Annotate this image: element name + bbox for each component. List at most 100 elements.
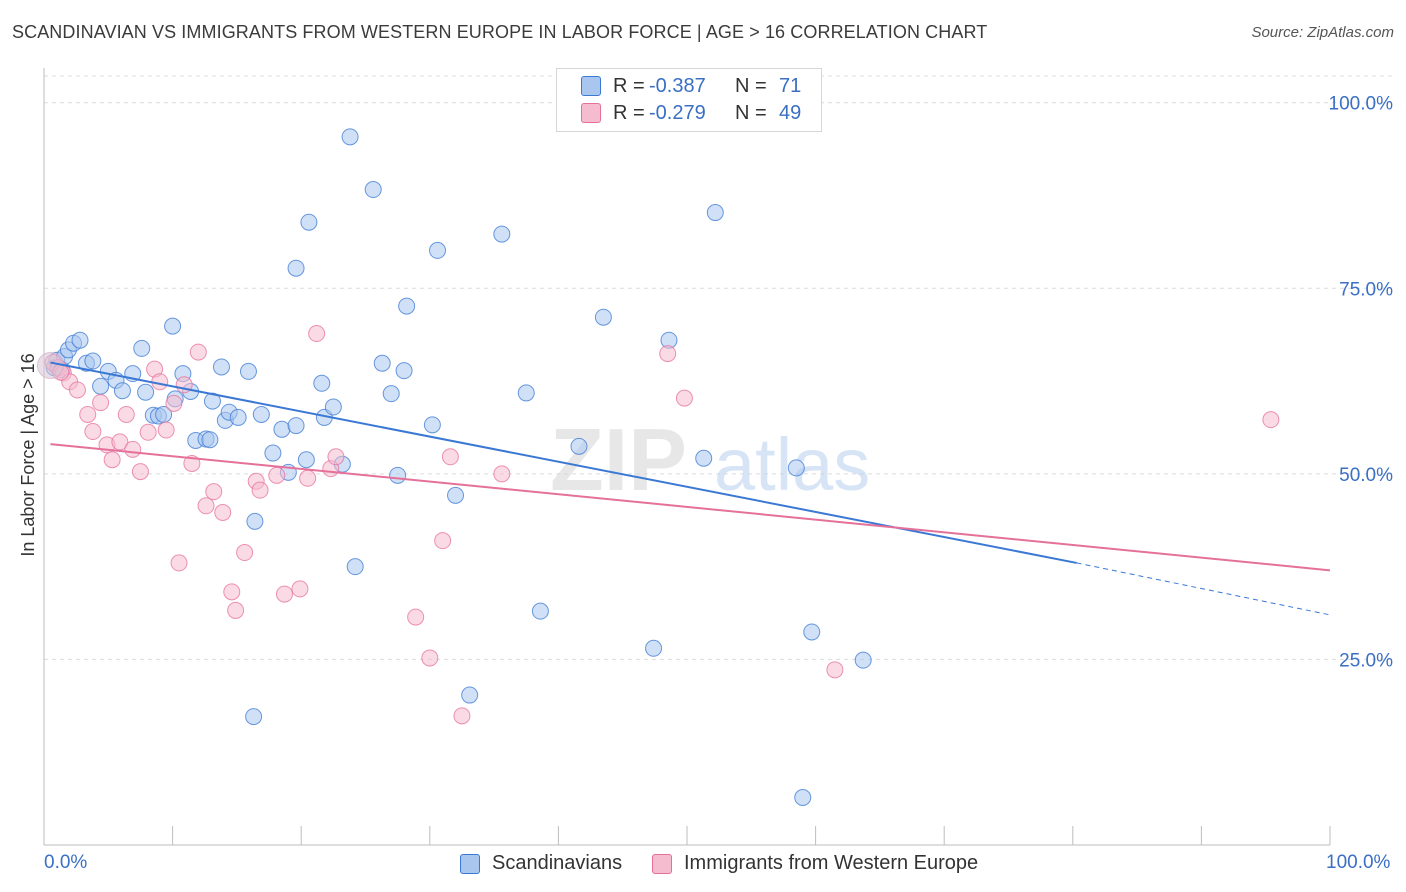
immigrant-point	[659, 345, 677, 363]
scandinavian-trend-line	[50, 361, 1077, 564]
legend-r-label: R =	[613, 101, 645, 124]
legend-n-label: N =	[735, 74, 767, 97]
immigrant-point	[826, 661, 844, 679]
immigrant-point	[111, 433, 129, 451]
scandinavian-point	[239, 362, 257, 380]
immigrant-point	[236, 544, 254, 562]
scandinavian-point	[695, 449, 713, 467]
trend-lines	[50, 361, 1331, 616]
scandinavian-point	[287, 417, 305, 435]
immigrant-point	[214, 503, 232, 521]
scandinavian-point	[84, 352, 102, 370]
scandinavian-point	[645, 639, 663, 657]
immigrant-point	[275, 585, 293, 603]
scandinavian-point	[794, 788, 812, 806]
immigrant-point	[1262, 411, 1280, 429]
immigrant-point	[68, 381, 86, 399]
immigrant-point	[197, 497, 215, 515]
immigrant-point	[299, 469, 317, 487]
immigrant-point	[84, 423, 102, 441]
y-tick-labels: 25.0% 50.0% 75.0% 100.0%	[1329, 94, 1394, 672]
legend-row-immigrants: R = -0.279 N = 49	[581, 101, 801, 125]
series-legend-immigrants: Immigrants from Western Europe	[652, 852, 978, 875]
immigrant-point	[327, 448, 345, 466]
scandinavian-point	[164, 317, 182, 335]
scandinavian-point	[92, 377, 110, 395]
scandinavians-points	[45, 128, 872, 806]
scandinavian-point	[113, 382, 131, 400]
scandinavian-point	[264, 444, 282, 462]
scandinavian-point	[287, 259, 305, 277]
scandinavian-point	[297, 451, 315, 469]
y-axis-title: In Labor Force | Age > 16	[18, 353, 38, 556]
scandinavian-point	[531, 602, 549, 620]
scandinavian-point	[346, 558, 364, 576]
scandinavian-point	[787, 459, 805, 477]
immigrant-point	[453, 707, 471, 725]
y-tick-label: 75.0%	[1339, 279, 1393, 300]
immigrants-points	[36, 325, 1280, 725]
scandinavian-point	[447, 486, 465, 504]
immigrant-point	[421, 649, 439, 667]
immigrant-point	[79, 405, 97, 423]
y-axis-title-group: In Labor Force | Age > 16	[18, 353, 38, 556]
axes	[43, 68, 1331, 846]
immigrant-point	[251, 481, 269, 499]
scandinavian-point	[803, 623, 821, 641]
legend-r-value: -0.387	[649, 74, 706, 97]
scandinavian-point	[517, 384, 535, 402]
scandinavian-point	[570, 437, 588, 455]
immigrant-point	[157, 421, 175, 439]
scandinavian-point	[364, 181, 382, 199]
series-legend: Scandinavians Immigrants from Western Eu…	[0, 852, 1406, 878]
scandinavian-point	[300, 213, 318, 231]
scandinavian-point	[854, 651, 872, 669]
series-legend-swatch-blue	[460, 853, 480, 874]
scandinavian-point	[706, 204, 724, 222]
immigrant-point	[139, 423, 157, 441]
immigrant-point	[223, 583, 241, 601]
immigrant-point	[291, 580, 309, 598]
immigrant-point	[205, 483, 223, 501]
immigrant-trend-line	[50, 443, 1331, 572]
scandinavian-point	[395, 362, 413, 380]
immigrant-point	[103, 451, 121, 469]
legend-swatch-blue	[581, 76, 601, 96]
y-tick-label: 100.0%	[1329, 94, 1394, 115]
immigrant-point	[92, 394, 110, 412]
legend-n-label: N =	[735, 101, 767, 124]
y-tick-label: 50.0%	[1339, 465, 1393, 486]
scandinavian-point	[398, 297, 416, 315]
immigrant-point	[675, 389, 693, 407]
immigrant-point	[434, 532, 452, 550]
scandinavian-point	[212, 358, 230, 376]
correlation-legend: R = -0.387 N = 71 R = -0.279 N = 49	[556, 68, 822, 132]
series-legend-swatch-pink	[652, 853, 672, 874]
source-label: Source: ZipAtlas.com	[1251, 24, 1394, 41]
legend-n-value: 49	[779, 101, 802, 124]
y-tick-label: 25.0%	[1339, 650, 1393, 671]
immigrant-point	[189, 343, 207, 361]
watermark-zip: ZIP	[550, 410, 687, 509]
scandinavian-point	[252, 405, 270, 423]
scandinavian-point	[133, 339, 151, 357]
scandinavian-point	[229, 408, 247, 426]
scandinavian-point	[423, 416, 441, 434]
scandinavian-point	[246, 512, 264, 530]
immigrant-point	[268, 466, 286, 484]
chart-title: SCANDINAVIAN VS IMMIGRANTS FROM WESTERN …	[12, 22, 988, 42]
series-legend-scandinavians: Scandinavians	[460, 852, 622, 875]
scandinavian-point	[203, 392, 221, 410]
immigrant-point	[165, 394, 183, 412]
scandinavian-point	[273, 420, 291, 438]
scandinavian-point	[137, 383, 155, 401]
immigrant-point	[441, 448, 459, 466]
scandinavian-point	[594, 308, 612, 326]
immigrant-point	[131, 463, 149, 481]
immigrant-point	[170, 554, 188, 572]
scandinavian-point	[493, 225, 511, 243]
immigrant-point	[407, 608, 425, 626]
legend-n-value: 71	[779, 74, 802, 97]
scandinavian-point	[373, 354, 391, 372]
